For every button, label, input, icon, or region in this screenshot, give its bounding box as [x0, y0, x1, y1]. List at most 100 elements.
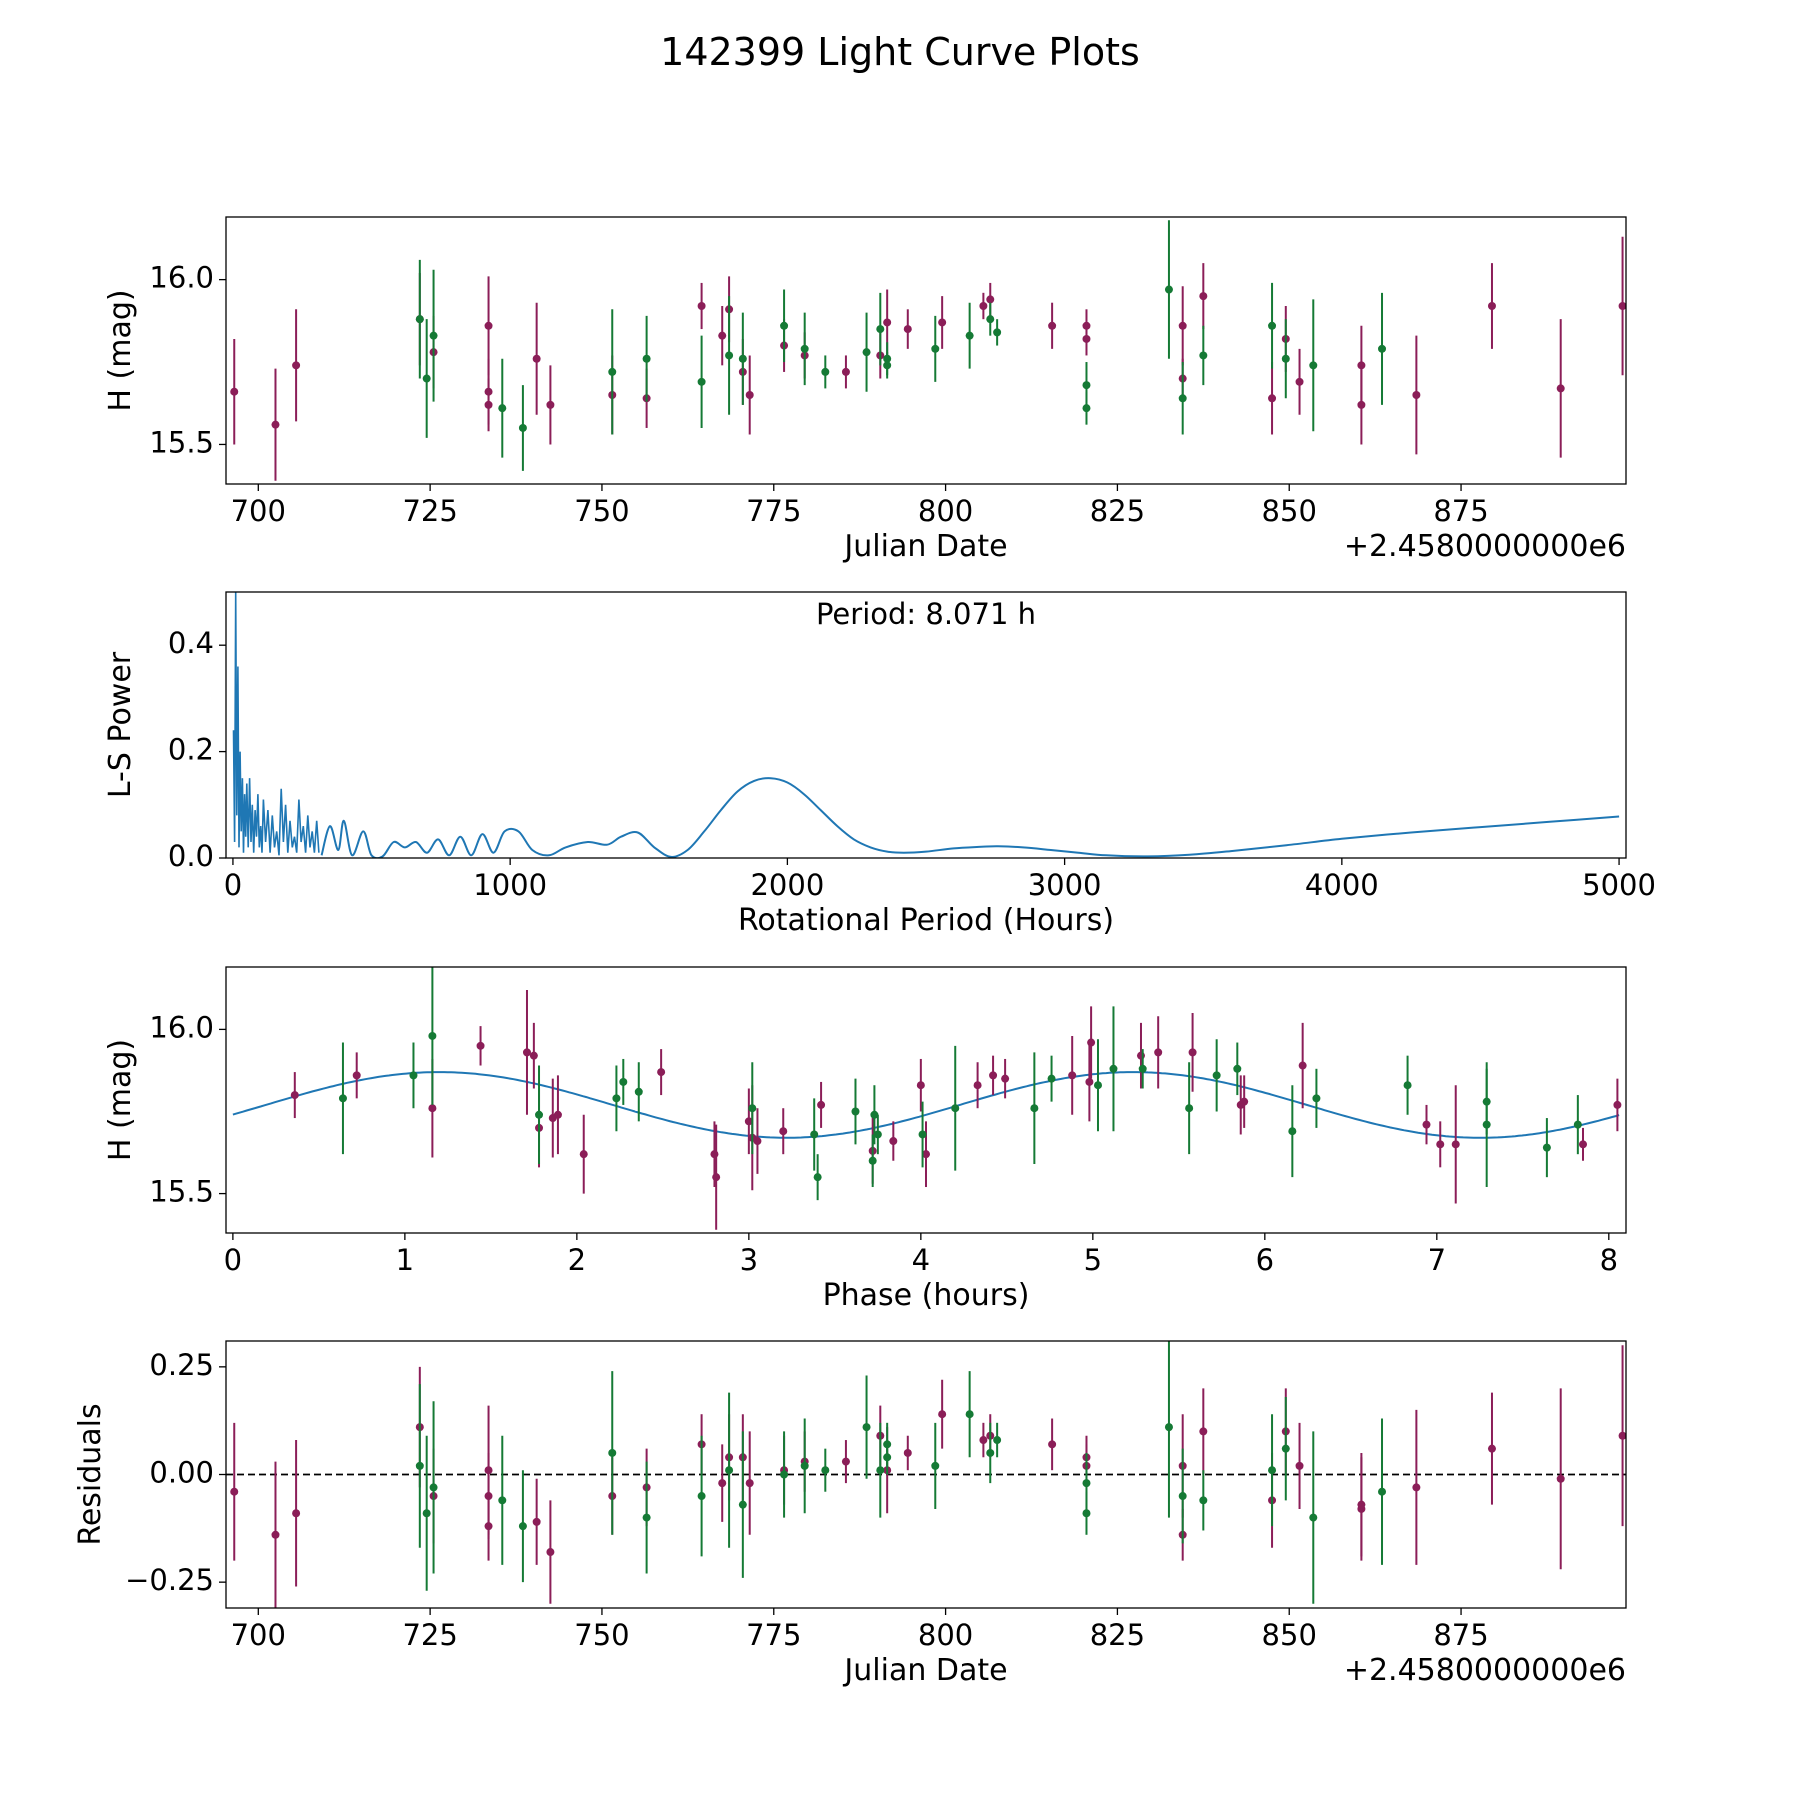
data-point [1048, 302, 1057, 349]
data-point [813, 1154, 822, 1201]
data-point [780, 1431, 789, 1518]
data-point [1199, 263, 1208, 330]
periodogram-panel: Period: 8.071 h 0 1000 2000 3000 4000 5000 0.0 0… [103, 591, 1656, 938]
data-marker [873, 1130, 882, 1139]
data-point [1487, 1392, 1496, 1505]
data-point [429, 269, 438, 402]
data-marker [1178, 1492, 1187, 1501]
data-point [922, 1121, 930, 1188]
data-marker [965, 331, 974, 340]
data-marker [725, 351, 734, 360]
data-point [429, 1401, 438, 1574]
y-tick-label: 0.2 [168, 733, 214, 767]
data-point [951, 1045, 960, 1171]
data-marker [546, 400, 555, 409]
data-marker [1542, 1143, 1551, 1152]
data-marker [1309, 1513, 1318, 1522]
data-point [1422, 1104, 1431, 1145]
data-marker [862, 348, 871, 357]
data-point [535, 1065, 544, 1165]
data-point [657, 1049, 666, 1096]
data-marker [608, 367, 617, 376]
data-marker [1030, 1104, 1039, 1113]
data-point [1199, 1470, 1208, 1531]
data-marker [780, 321, 789, 330]
data-marker [862, 1423, 871, 1432]
data-marker [1295, 1461, 1304, 1470]
data-point [352, 1052, 361, 1099]
data-marker [1556, 1474, 1565, 1483]
data-point [1047, 1055, 1056, 1102]
plot-frame [225, 966, 1627, 1234]
data-point [938, 296, 947, 349]
data-marker [422, 1509, 431, 1518]
data-marker [745, 391, 754, 399]
data-point [1451, 1085, 1460, 1204]
data-marker [738, 1500, 747, 1509]
data-marker [1087, 1038, 1096, 1047]
data-point [415, 259, 424, 379]
data-point [1412, 335, 1421, 455]
x-tick-label: 8 [1600, 1243, 1618, 1277]
data-marker [1378, 1487, 1387, 1496]
model-curve [232, 1071, 1620, 1139]
data-marker [634, 1087, 643, 1096]
data-marker [800, 1461, 809, 1470]
data-point [780, 289, 789, 363]
x-tick-label: 750 [574, 1618, 629, 1652]
data-marker [1164, 1423, 1173, 1432]
data-point [1268, 362, 1277, 435]
data-point [1178, 362, 1187, 435]
data-point [1185, 1062, 1194, 1155]
data-marker [532, 354, 541, 363]
light-curve-panel: 700 725 750 775 800 825 850 875 15.5 16.0 Julian D… [103, 216, 1627, 564]
data-point [810, 1098, 819, 1171]
data-marker [979, 1436, 988, 1445]
data-point [1403, 1055, 1412, 1115]
x-tick-label: 7 [1428, 1243, 1446, 1277]
data-marker [868, 1156, 877, 1165]
data-marker [484, 321, 493, 330]
data-point [1240, 1075, 1249, 1128]
data-point [817, 1081, 826, 1128]
x-tick-label: 750 [574, 494, 629, 528]
plot-frame [225, 216, 1627, 485]
data-point [725, 1392, 734, 1548]
data-point [862, 1375, 871, 1479]
data-marker [1451, 1140, 1460, 1149]
data-marker [1378, 344, 1387, 353]
data-marker [780, 1470, 789, 1479]
data-point [883, 1440, 892, 1475]
data-point [608, 309, 617, 435]
phase-curve-panel: 0 1 2 3 4 5 6 7 8 15.5 16.0 Phase (hours) H (mag) [103, 966, 1627, 1313]
data-marker [903, 1448, 912, 1457]
x-tick-label: 850 [1262, 1618, 1317, 1652]
data-point [779, 1108, 788, 1155]
data-marker [553, 1110, 562, 1119]
data-point [518, 1470, 527, 1583]
x-tick-label: 0 [224, 1243, 242, 1277]
data-marker [1212, 1071, 1221, 1080]
data-marker [1082, 1509, 1091, 1518]
data-point [1295, 1422, 1304, 1509]
data-point [415, 1384, 424, 1548]
data-marker [608, 1448, 617, 1457]
data-marker [1357, 400, 1366, 409]
data-marker [1082, 1479, 1091, 1488]
data-marker [1001, 1074, 1010, 1083]
data-point [1378, 292, 1387, 405]
y-tick-label: 15.5 [149, 425, 214, 459]
data-marker [1199, 292, 1208, 301]
data-marker [415, 1461, 424, 1470]
data-point [738, 1431, 747, 1578]
data-point [422, 1435, 431, 1591]
x-tick-label: 3000 [1028, 868, 1102, 902]
data-point [1268, 1414, 1277, 1527]
data-point [1579, 1127, 1588, 1161]
data-point [748, 1062, 757, 1155]
data-marker [810, 1130, 819, 1139]
x-tick-label: 775 [746, 1618, 801, 1652]
data-point [1093, 1039, 1102, 1132]
data-point [979, 1422, 988, 1458]
data-point [1281, 319, 1290, 399]
